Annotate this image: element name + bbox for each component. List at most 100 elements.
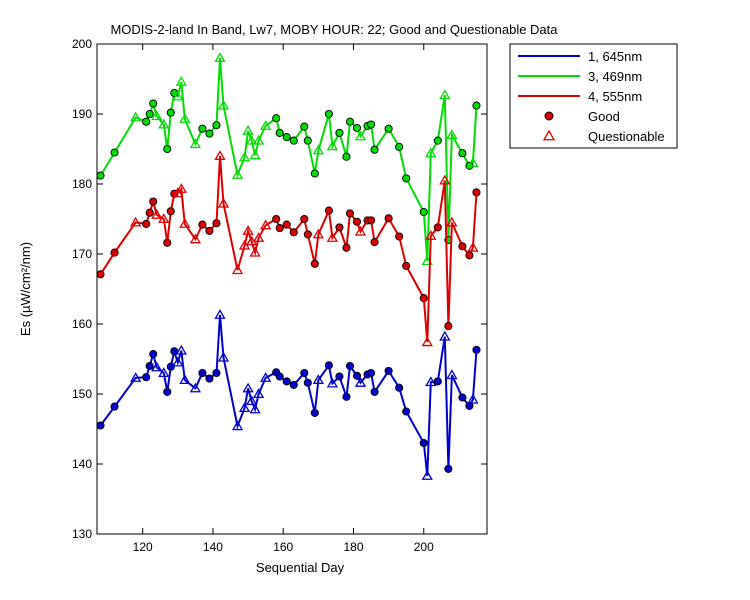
good-point [310, 408, 319, 417]
y-tick-label: 150 [72, 387, 92, 401]
good-point [166, 207, 175, 216]
x-tick-label: 200 [414, 540, 434, 554]
good-point [345, 209, 355, 218]
y-tick-label: 160 [72, 317, 92, 331]
good-point [289, 228, 298, 237]
good-point [275, 128, 284, 137]
y-tick-label: 140 [72, 457, 92, 471]
good-point [142, 219, 151, 228]
questionable-point [238, 402, 251, 413]
legend-good-label: Good [588, 109, 620, 124]
good-point [166, 108, 175, 117]
good-point [310, 169, 319, 178]
good-point [205, 374, 214, 383]
questionable-point [439, 174, 451, 185]
good-point [433, 377, 442, 386]
questionable-point [231, 169, 244, 179]
questionable-point [260, 372, 272, 382]
good-point [367, 216, 376, 225]
good-point [145, 208, 154, 217]
questionable-point [354, 376, 367, 387]
good-point [110, 148, 119, 157]
y-axis-label: Es (µW/cm²/nm) [18, 242, 33, 336]
legend: 1, 645nm 3, 469nm 4, 555nm Good Questionable [509, 43, 678, 149]
good-point [205, 129, 214, 138]
good-point [289, 136, 298, 145]
questionable-point [151, 208, 163, 219]
good-point [166, 362, 175, 371]
good-point [402, 174, 411, 183]
questionable-point [421, 470, 433, 480]
x-tick-label: 160 [273, 540, 293, 554]
questionable-point [158, 213, 170, 224]
y-tick-label: 200 [72, 37, 92, 51]
good-point [384, 214, 393, 223]
questionable-point [175, 183, 187, 193]
good-point [149, 197, 158, 206]
good-point [370, 238, 379, 247]
questionable-point [179, 113, 191, 123]
legend-questionable-label: Questionable [588, 129, 665, 144]
questionable-point [425, 376, 437, 387]
good-point [395, 232, 404, 241]
questionable-point [242, 382, 254, 393]
questionable-point [326, 377, 339, 388]
good-point [342, 152, 351, 161]
good-point [275, 224, 284, 233]
questionable-point [214, 52, 226, 63]
y-tick-label: 170 [72, 247, 92, 261]
questionable-point [326, 140, 339, 151]
chart-title: MODIS-2-land In Band, Lw7, MOBY HOUR: 22… [110, 22, 558, 37]
x-axis-label: Sequential Day [256, 560, 345, 575]
questionable-point [446, 369, 458, 380]
good-point [145, 361, 154, 371]
good-point [352, 371, 362, 380]
good-point [149, 350, 158, 359]
questionable-point [172, 356, 184, 367]
questionable-point [249, 403, 261, 414]
good-point [212, 121, 221, 130]
questionable-point [189, 233, 201, 244]
questionable-point [217, 197, 230, 208]
good-point [145, 109, 154, 119]
questionable-point [242, 225, 254, 235]
good-point [303, 230, 312, 239]
questionable-point [467, 157, 479, 168]
good-point [142, 373, 151, 382]
questionable-point [130, 216, 142, 227]
questionable-point [312, 144, 324, 155]
x-axis: 120 140 160 180 200 [133, 44, 434, 554]
good-point [324, 361, 333, 370]
good-point [335, 372, 344, 381]
good-point [458, 242, 467, 251]
questionable-point [467, 241, 479, 252]
good-point [444, 464, 453, 473]
questionable-point [130, 372, 142, 382]
good-point [335, 223, 344, 232]
good-point [110, 402, 119, 411]
good-point [205, 226, 214, 235]
questionable-point [245, 395, 258, 406]
legend-good-marker [544, 111, 554, 121]
questionable-point [231, 420, 244, 431]
good-point [212, 219, 221, 228]
questionable-point [249, 246, 261, 257]
questionable-point [214, 309, 226, 319]
questionable-point [253, 388, 265, 399]
good-point [367, 368, 376, 378]
good-point [163, 238, 172, 247]
questionable-point [130, 111, 142, 122]
legend-label: 1, 645nm [588, 49, 642, 64]
questionable-point [425, 229, 437, 240]
questionable-point [354, 130, 367, 141]
questionable-point [189, 138, 201, 149]
questionable-point [260, 219, 272, 230]
good-point [282, 377, 291, 386]
good-point [345, 117, 355, 126]
good-point [352, 217, 362, 226]
questionable-point [158, 367, 170, 378]
good-point [163, 387, 172, 396]
good-point [384, 124, 393, 133]
good-point [212, 368, 221, 378]
